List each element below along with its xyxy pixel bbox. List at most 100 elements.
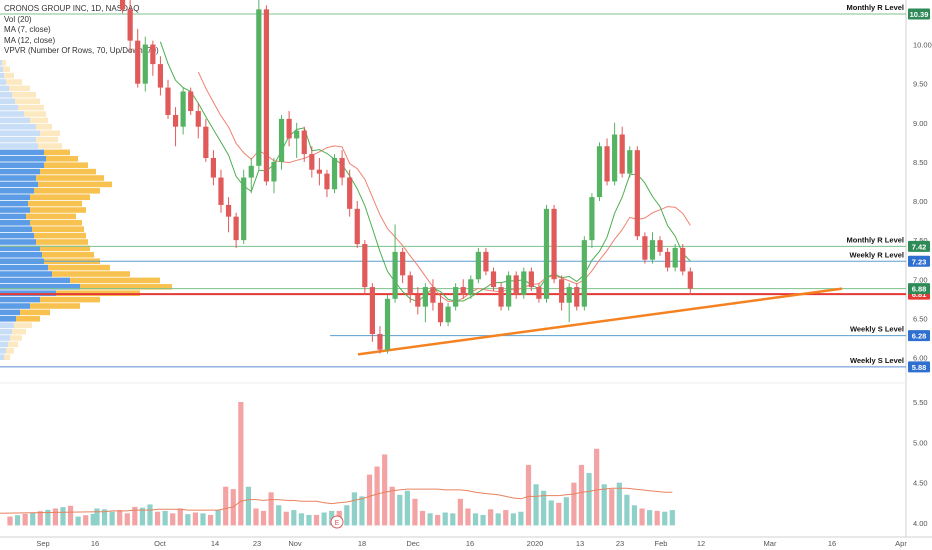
volume-bar	[465, 508, 470, 525]
volume-bar	[594, 449, 599, 526]
candle-body	[521, 271, 526, 294]
volume-bar	[533, 484, 538, 525]
vpvr-down-bar	[30, 207, 86, 213]
vpvr-down-bar	[46, 156, 78, 162]
price-tick-label: 7.00	[913, 275, 928, 284]
candle-body	[279, 119, 284, 162]
level-price-badge-text: 5.88	[912, 363, 927, 372]
vpvr-down-bar	[52, 271, 130, 277]
vpvr-down-bar	[10, 335, 22, 341]
vpvr-down-bar	[6, 79, 22, 85]
vpvr-down-bar	[34, 233, 86, 239]
candle-body	[234, 217, 239, 240]
volume-bar	[200, 513, 205, 525]
vpvr-down-bar	[12, 92, 36, 98]
candle-body	[203, 127, 208, 158]
candle-body	[324, 174, 329, 190]
candle-body	[461, 287, 466, 295]
vpvr-down-bar	[40, 130, 60, 136]
candle-body	[483, 252, 488, 272]
vpvr-up-bar	[0, 156, 46, 162]
vpvr-down-bar	[30, 194, 90, 200]
candle-body	[271, 162, 276, 182]
vpvr-up-bar	[0, 92, 12, 98]
volume-bar	[586, 473, 591, 525]
volume-bar	[216, 510, 221, 525]
vpvr-down-bar	[44, 150, 70, 156]
candle-body	[415, 295, 420, 307]
volume-bar	[511, 513, 516, 525]
volume-bar	[488, 509, 493, 525]
vpvr-up-bar	[0, 303, 30, 309]
vpvr-up-bar	[0, 207, 30, 213]
candle-body	[226, 205, 231, 217]
volume-bar	[91, 514, 96, 526]
candle-body	[612, 135, 617, 182]
candle-body	[574, 287, 579, 307]
volume-bar	[306, 515, 311, 525]
volume-bar	[556, 503, 561, 526]
candle-body	[165, 88, 170, 115]
volume-bar	[518, 512, 523, 526]
volume-bar	[110, 512, 115, 526]
candle-body	[498, 287, 503, 307]
vpvr-up-bar	[0, 214, 26, 220]
candle-body	[665, 252, 670, 268]
volume-bar	[147, 504, 152, 525]
vpvr-up-bar	[0, 239, 36, 245]
vpvr-down-bar	[34, 188, 100, 194]
volume-bar	[571, 483, 576, 526]
candle-body	[377, 334, 382, 350]
level-label: Weekly R Level	[850, 250, 904, 259]
volume-bar	[7, 517, 12, 526]
candle-body	[627, 150, 632, 173]
volume-bar	[526, 465, 531, 526]
vpvr-up-bar	[0, 73, 4, 79]
vpvr-down-bar	[26, 214, 76, 220]
volume-bar	[458, 499, 463, 526]
vpvr-down-bar	[14, 322, 32, 328]
time-tick-label: 23	[616, 539, 624, 548]
volume-bar	[185, 514, 190, 525]
candle-body	[347, 178, 352, 209]
vpvr-down-bar	[32, 226, 84, 232]
time-tick-label: 12	[697, 539, 705, 548]
candle-body	[309, 154, 314, 170]
vpvr-down-bar	[44, 162, 88, 168]
earnings-marker-letter: E	[335, 520, 340, 527]
candle-body	[158, 64, 163, 87]
time-tick-label: 13	[576, 539, 584, 548]
volume-tick-label: 4.00	[913, 519, 928, 528]
candle-body	[559, 279, 564, 302]
volume-bar	[23, 514, 28, 526]
candle-body	[400, 252, 405, 275]
candle-body	[128, 9, 133, 40]
vpvr-up-bar	[0, 348, 6, 354]
candle-body	[302, 131, 307, 154]
level-price-badge-text: 6.88	[912, 285, 927, 294]
candle-body	[430, 287, 435, 303]
vpvr-up-bar	[0, 60, 2, 66]
candle-body	[355, 209, 360, 244]
candle-body	[385, 299, 390, 350]
candle-body	[218, 178, 223, 205]
volume-bar	[382, 454, 387, 525]
vpvr-up-bar	[0, 162, 44, 168]
time-tick-label: 23	[253, 539, 261, 548]
vpvr-up-bar	[0, 354, 4, 360]
vpvr-down-bar	[38, 143, 62, 149]
volume-bar	[359, 496, 364, 525]
vpvr-down-bar	[48, 265, 110, 271]
level-price-badge-text: 7.23	[912, 257, 927, 266]
time-tick-label: 18	[358, 539, 366, 548]
volume-bar	[155, 512, 160, 526]
price-tick-label: 8.50	[913, 158, 928, 167]
time-tick-label: Nov	[288, 539, 302, 548]
candle-body	[120, 0, 125, 9]
candle-body	[476, 252, 481, 279]
volume-bar	[117, 510, 122, 525]
vpvr-up-bar	[0, 335, 10, 341]
volume-bar	[564, 497, 569, 525]
level-price-badge-text: 7.42	[912, 242, 927, 251]
